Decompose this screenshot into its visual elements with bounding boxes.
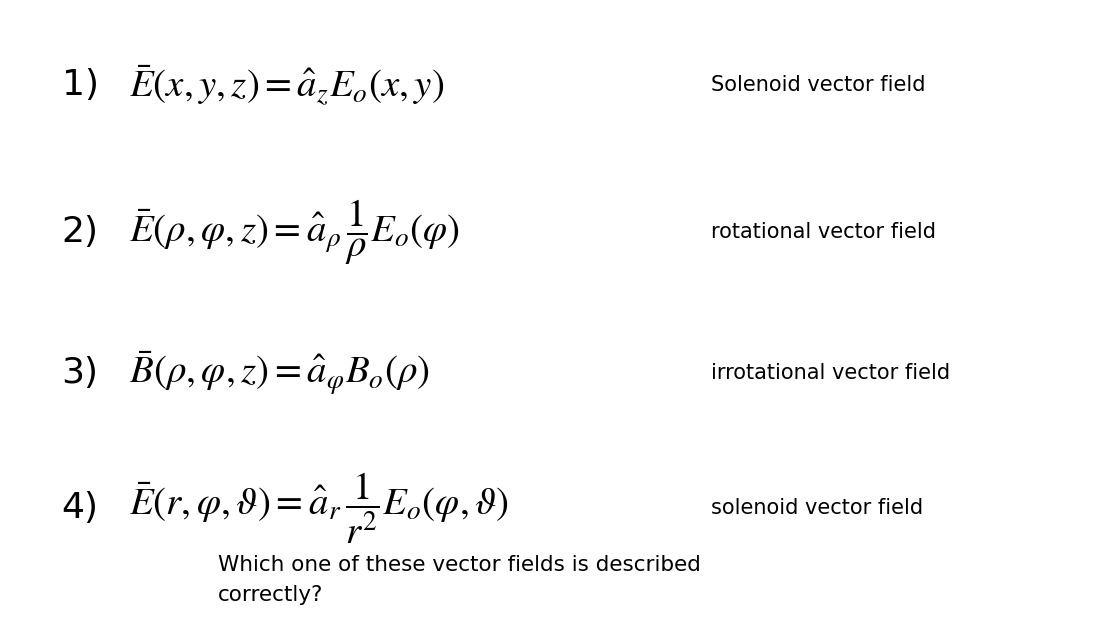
Text: 2): 2) <box>62 215 98 249</box>
Text: rotational vector field: rotational vector field <box>711 222 935 242</box>
Text: solenoid vector field: solenoid vector field <box>711 498 923 518</box>
Text: Which one of these vector fields is described
correctly?: Which one of these vector fields is desc… <box>218 556 702 605</box>
Text: irrotational vector field: irrotational vector field <box>711 363 950 383</box>
Text: 4): 4) <box>62 491 98 525</box>
Text: 3): 3) <box>62 356 98 390</box>
Text: Solenoid vector field: Solenoid vector field <box>711 75 925 95</box>
Text: $\bar{B}(\rho,\varphi,z) = \hat{a}_{\varphi}B_o(\rho)$: $\bar{B}(\rho,\varphi,z) = \hat{a}_{\var… <box>129 349 430 397</box>
Text: $\bar{E}(\rho,\varphi,z) = \hat{a}_{\rho}\,\dfrac{1}{\rho}E_o(\varphi)$: $\bar{E}(\rho,\varphi,z) = \hat{a}_{\rho… <box>129 198 460 266</box>
Text: 1): 1) <box>62 68 98 102</box>
Text: $\bar{E}(x,y,z) = \hat{a}_z E_o(x,y)$: $\bar{E}(x,y,z) = \hat{a}_z E_o(x,y)$ <box>129 63 444 107</box>
Text: $\bar{E}(r,\varphi,\vartheta) = \hat{a}_r\,\dfrac{1}{r^2}E_o(\varphi,\vartheta)$: $\bar{E}(r,\varphi,\vartheta) = \hat{a}_… <box>129 470 509 545</box>
